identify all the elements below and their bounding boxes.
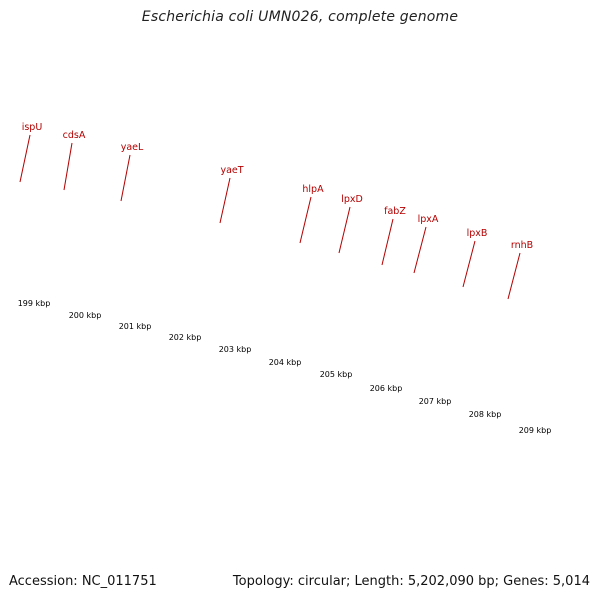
map-title: Escherichia coli UMN026, complete genome (141, 9, 459, 25)
kbp-label: 202 kbp (169, 333, 202, 342)
gene-leader-line (63, 142, 73, 191)
gene-leader-line (299, 196, 312, 244)
gene-label: fabZ (384, 206, 406, 217)
kbp-label: 208 kbp (469, 410, 502, 419)
kbp-label: 199 kbp (18, 299, 51, 308)
gene-label: rnhB (511, 240, 533, 251)
gene-leader-line (338, 206, 351, 254)
gene-leader-line (381, 218, 394, 266)
gene-label: hlpA (302, 184, 324, 195)
gene-leader-line (462, 240, 476, 288)
gene-label: cdsA (63, 130, 86, 141)
gene-label: lpxB (467, 228, 488, 239)
kbp-label: 200 kbp (69, 311, 102, 320)
kbp-label: 205 kbp (320, 370, 353, 379)
gene-label: ispU (22, 122, 43, 133)
gene-leader-line (120, 154, 131, 202)
summary-text: Topology: circular; Length: 5,202,090 bp… (232, 574, 590, 589)
kbp-label: 207 kbp (419, 397, 452, 406)
kbp-label: 203 kbp (219, 345, 252, 354)
kbp-label: 206 kbp (370, 384, 403, 393)
gene-leader-line (19, 134, 31, 183)
kbp-label: 209 kbp (519, 426, 552, 435)
gene-label: lpxD (341, 194, 363, 205)
gene-label: lpxA (418, 214, 439, 225)
kbp-scale-layer: 199 kbp 200 kbp 201 kbp 202 kbp 203 kbp 204 k… (18, 299, 552, 435)
gene-leader-line (219, 177, 231, 224)
gene-leader-line (507, 252, 521, 300)
gene-leader-line (413, 226, 427, 274)
gene-label: yaeL (121, 142, 144, 153)
kbp-label: 201 kbp (119, 322, 152, 331)
gene-label-layer: ispU cdsA yaeL yaeT hlpA lpxD fabZ lpxA lpxB rnhB (19, 122, 533, 300)
accession-text: Accession: NC_011751 (9, 574, 157, 589)
kbp-label: 204 kbp (269, 358, 302, 367)
gene-label: yaeT (220, 165, 243, 176)
